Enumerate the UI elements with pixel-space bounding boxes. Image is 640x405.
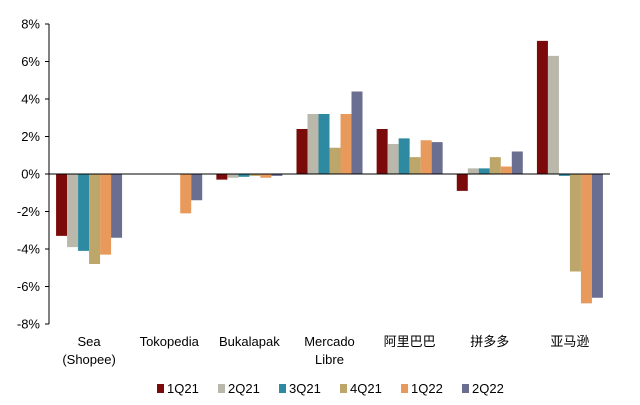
bar [398,138,410,174]
bar [238,174,250,177]
y-tick-label: 2% [21,129,40,144]
bar [249,174,261,176]
category-label: Tokopedia [140,334,200,349]
bar [56,174,68,236]
bar [478,168,490,174]
bar [271,174,283,176]
bar [580,174,592,304]
legend-swatch [462,384,469,393]
bar [409,157,421,174]
legend-swatch [401,384,408,393]
bar [191,174,203,201]
bar [511,151,523,174]
bar [180,174,192,214]
y-tick-label: 4% [21,92,40,107]
bar [558,174,570,176]
bar [489,157,501,174]
bar [536,40,548,174]
bar [376,129,388,174]
legend-swatch [218,384,225,393]
bar [216,174,228,180]
y-tick-label: 0% [21,167,40,182]
y-tick-label: -8% [17,317,41,332]
bar [307,114,319,174]
legend-label: 3Q21 [289,381,321,396]
legend-swatch [157,384,164,393]
bar [260,174,272,178]
bar [89,174,101,264]
bar [329,147,341,174]
bar [456,174,468,191]
legend-swatch [340,384,347,393]
category-label: Bukalapak [219,334,280,349]
axes [48,24,610,324]
bar [500,166,512,174]
bar [387,144,399,174]
bar [67,174,79,248]
bar [296,129,308,174]
legend-label: 1Q21 [167,381,199,396]
bar [78,174,90,251]
category-label: Mercado [304,334,355,349]
bar [431,142,443,174]
bar [467,168,479,174]
category-label: (Shopee) [62,352,115,367]
legend-label: 2Q22 [472,381,504,396]
bar [227,174,239,178]
legend-label: 1Q22 [411,381,443,396]
category-label: 亚马逊 [550,334,589,349]
bar [591,174,603,298]
y-tick-label: -6% [17,279,41,294]
bars [56,40,603,304]
y-tick-label: -2% [17,204,41,219]
category-label: Sea [78,334,102,349]
bar [547,55,559,174]
y-axis-ticks: 8% 6% 4% 2% 0% -2% -4% -6% -8% [17,17,49,332]
bar [340,114,352,174]
bar [351,91,363,174]
bar [111,174,123,238]
y-tick-label: 8% [21,17,40,32]
legend: 1Q21 2Q21 3Q21 4Q21 1Q22 2Q22 [157,381,504,396]
legend-label: 4Q21 [350,381,382,396]
bar [420,140,432,174]
bar [100,174,112,255]
category-label: 拼多多 [470,334,509,349]
bar [318,114,330,174]
legend-label: 2Q21 [228,381,260,396]
bar [569,174,581,272]
legend-swatch [279,384,286,393]
x-axis-labels: Sea (Shopee) Tokopedia Bukalapak Mercado Libr… [62,334,589,367]
y-tick-label: 6% [21,54,40,69]
category-label: 阿里巴巴 [384,334,436,349]
y-tick-label: -4% [17,242,41,257]
category-label: Libre [315,352,344,367]
